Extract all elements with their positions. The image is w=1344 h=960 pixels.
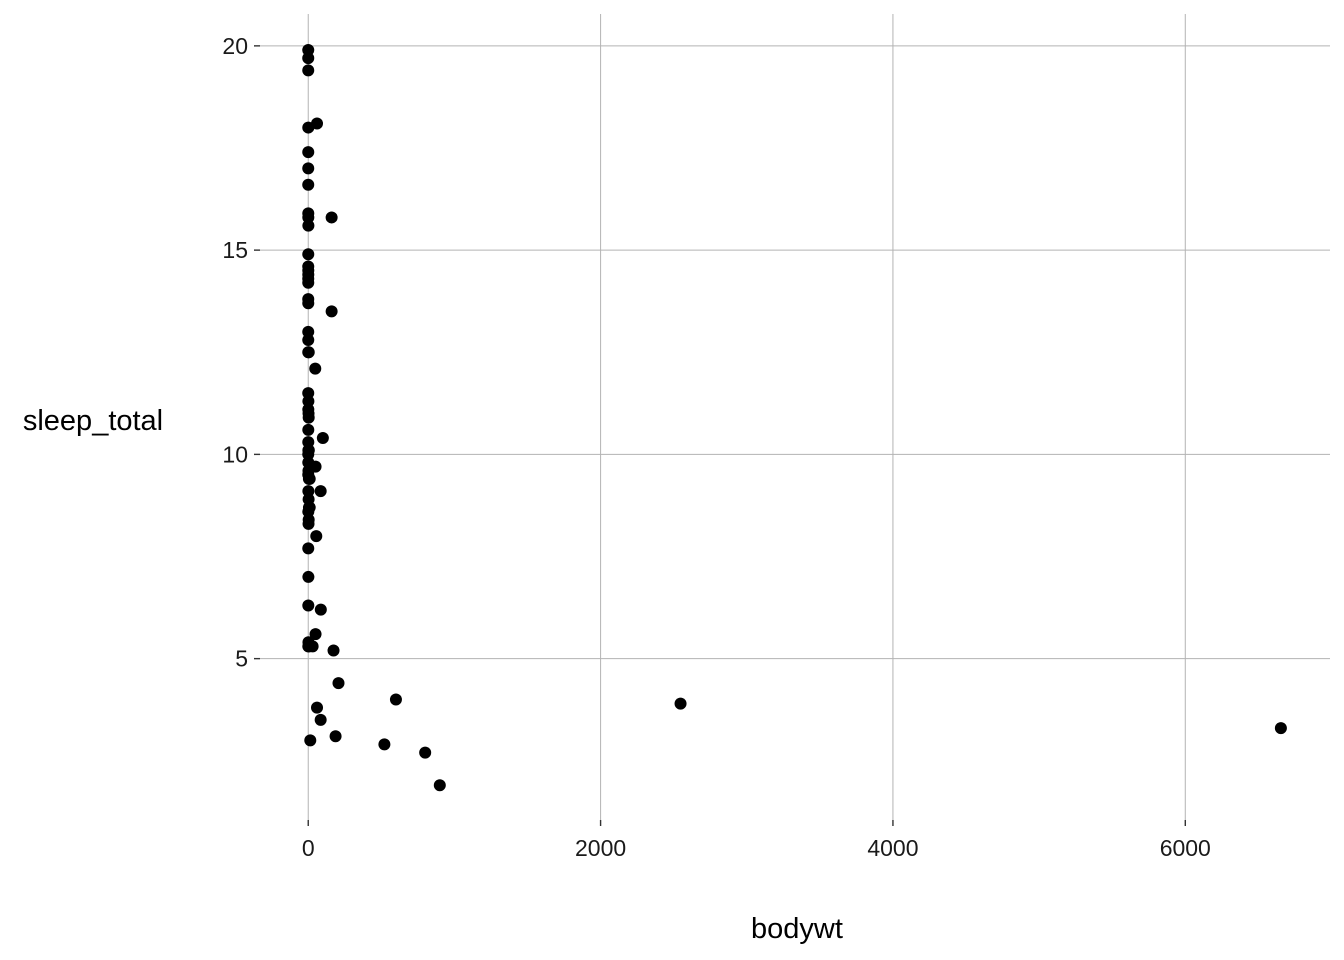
data-point <box>302 121 315 134</box>
data-point <box>302 297 315 310</box>
data-points <box>302 43 1287 792</box>
horizontal-gridlines <box>260 45 1330 660</box>
data-point <box>302 333 315 346</box>
data-point <box>302 248 315 261</box>
data-point <box>302 542 315 555</box>
data-point <box>389 693 402 706</box>
y-tick-label: 10 <box>222 441 248 467</box>
data-point <box>302 162 315 175</box>
data-point <box>302 178 315 191</box>
x-axis-ticks: 0 2000 4000 6000 <box>302 820 1211 861</box>
x-tick-label: 0 <box>302 835 315 861</box>
data-point <box>314 603 327 616</box>
data-point <box>302 423 315 436</box>
data-point <box>309 628 322 641</box>
data-point <box>378 738 391 751</box>
x-tick-label: 6000 <box>1160 835 1211 861</box>
vertical-gridlines <box>307 14 1186 820</box>
data-point <box>302 517 315 530</box>
x-axis-title: bodywt <box>751 913 843 945</box>
data-point <box>311 701 324 714</box>
data-point <box>433 779 446 792</box>
data-point <box>674 697 687 710</box>
data-point <box>327 644 340 657</box>
data-point <box>329 730 342 743</box>
x-tick-label: 4000 <box>867 835 918 861</box>
data-point <box>419 746 432 759</box>
y-tick-label: 15 <box>222 237 248 263</box>
data-point <box>302 599 315 612</box>
data-point <box>306 640 319 653</box>
data-point <box>303 472 316 485</box>
data-point <box>302 411 315 424</box>
data-point <box>302 52 315 65</box>
data-point <box>332 677 345 690</box>
data-point <box>302 146 315 159</box>
y-tick-label: 5 <box>235 646 248 672</box>
data-point <box>310 530 323 543</box>
data-point <box>302 276 315 289</box>
x-tick-label: 2000 <box>575 835 626 861</box>
data-point <box>314 485 327 498</box>
y-axis-ticks: 5 10 15 20 <box>222 33 260 672</box>
data-point <box>316 432 329 445</box>
data-point <box>325 305 338 318</box>
data-point <box>1274 722 1287 735</box>
data-point <box>325 211 338 224</box>
y-tick-label: 20 <box>222 33 248 59</box>
data-point <box>304 734 317 747</box>
data-point <box>302 64 315 77</box>
data-point <box>309 362 322 375</box>
data-point <box>302 570 315 583</box>
data-point <box>314 713 327 726</box>
y-axis-title: sleep_total <box>23 405 163 437</box>
data-point <box>302 346 315 359</box>
data-point <box>302 219 315 232</box>
